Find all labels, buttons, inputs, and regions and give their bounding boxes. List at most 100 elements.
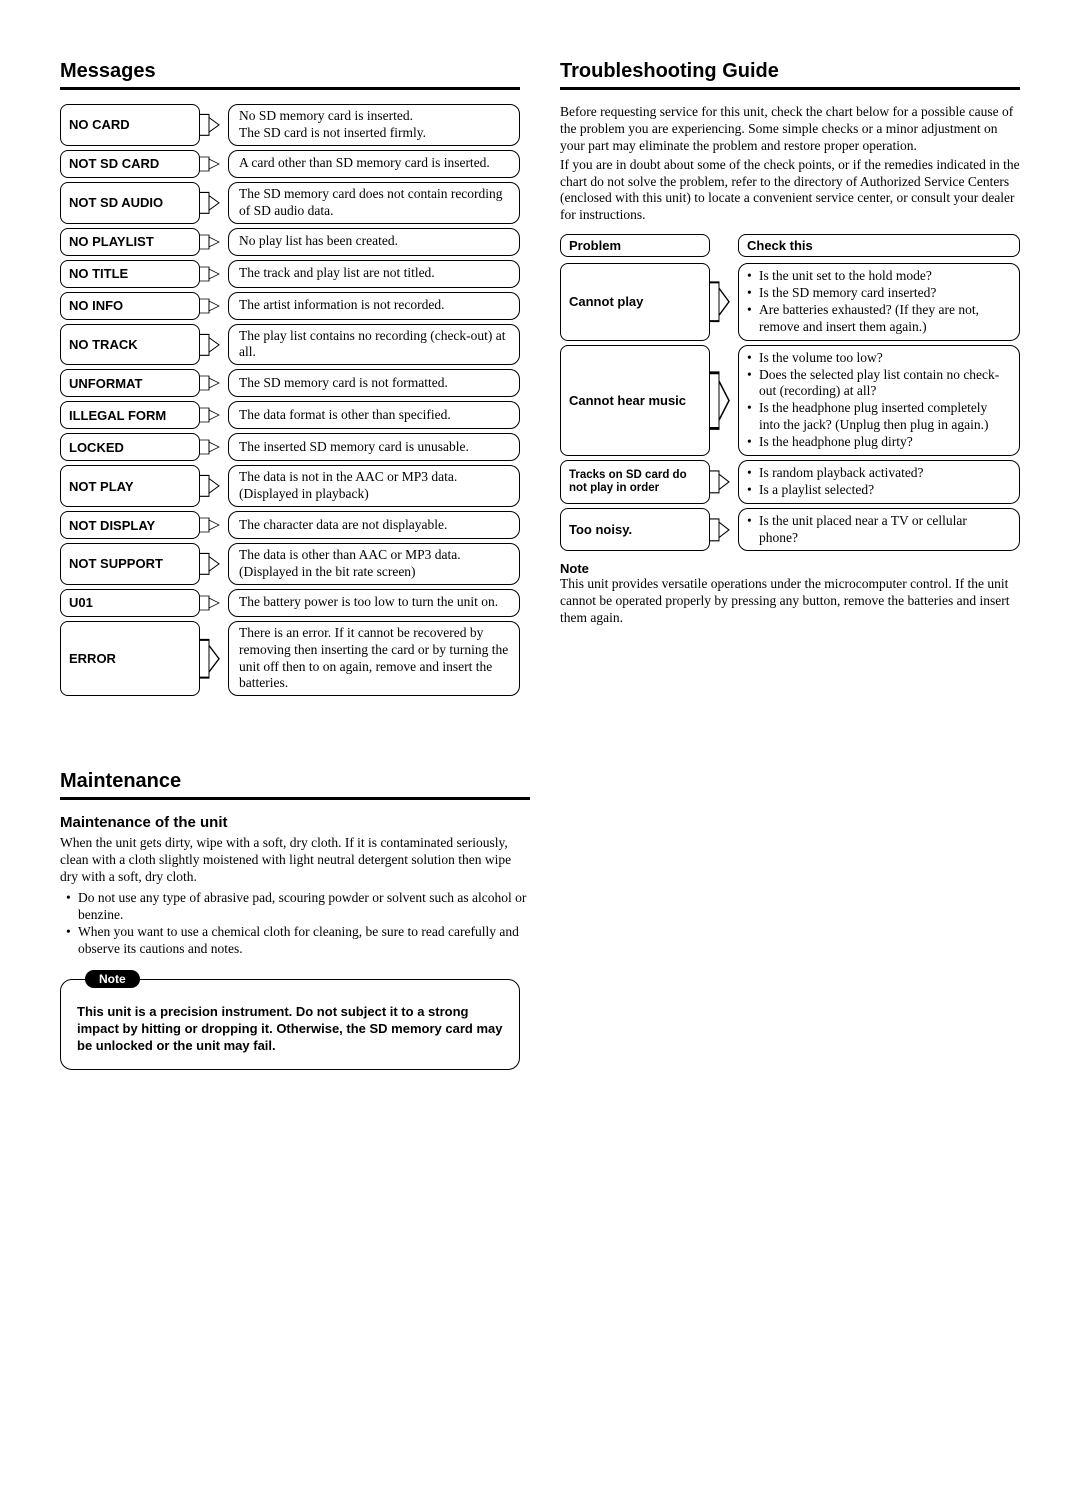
connector-icon bbox=[200, 369, 228, 397]
check-item: Is the unit set to the hold mode? bbox=[747, 268, 1009, 285]
connector-icon bbox=[710, 460, 738, 504]
troubleshooting-row: Cannot play Is the unit set to the hold … bbox=[560, 263, 1020, 341]
message-desc: The SD memory card does not contain reco… bbox=[228, 182, 520, 224]
maintenance-title: Maintenance bbox=[60, 770, 530, 793]
message-desc: The data is other than AAC or MP3 data. … bbox=[228, 543, 520, 585]
header-check: Check this bbox=[738, 234, 1020, 257]
check-item: Is random playback activated? bbox=[747, 465, 1009, 482]
message-row: NOT SUPPORT The data is other than AAC o… bbox=[60, 543, 520, 585]
troubleshooting-intro-2: If you are in doubt about some of the ch… bbox=[560, 157, 1020, 225]
troubleshooting-row: Cannot hear music Is the volume too low?… bbox=[560, 345, 1020, 456]
message-label: NO TITLE bbox=[60, 260, 200, 288]
connector-icon bbox=[200, 589, 228, 617]
check-item: Is the headphone plug inserted completel… bbox=[747, 400, 1009, 434]
troubleshooting-title: Troubleshooting Guide bbox=[560, 60, 1020, 83]
connector-icon bbox=[710, 345, 738, 456]
connector-icon bbox=[200, 511, 228, 539]
message-row: LOCKED The inserted SD memory card is un… bbox=[60, 433, 520, 461]
troubleshooting-row: Too noisy. Is the unit placed near a TV … bbox=[560, 508, 1020, 552]
connector-icon bbox=[200, 401, 228, 429]
problem-label: Cannot hear music bbox=[560, 345, 710, 456]
troubleshooting-list: Cannot play Is the unit set to the hold … bbox=[560, 263, 1020, 551]
check-item: Is the volume too low? bbox=[747, 350, 1009, 367]
troubleshooting-note-head: Note bbox=[560, 561, 1020, 576]
connector-icon bbox=[200, 465, 228, 507]
message-label: ILLEGAL FORM bbox=[60, 401, 200, 429]
check-item: Are batteries exhausted? (If they are no… bbox=[747, 302, 1009, 336]
message-row: NO CARD No SD memory card is inserted.Th… bbox=[60, 104, 520, 146]
problem-label: Tracks on SD card do not play in order bbox=[560, 460, 710, 504]
connector-icon bbox=[200, 543, 228, 585]
message-label: NOT SUPPORT bbox=[60, 543, 200, 585]
message-row: NOT DISPLAY The character data are not d… bbox=[60, 511, 520, 539]
maintenance-bullet: When you want to use a chemical cloth fo… bbox=[66, 924, 530, 958]
connector-icon bbox=[710, 263, 738, 341]
message-label: U01 bbox=[60, 589, 200, 617]
note-box-text: This unit is a precision instrument. Do … bbox=[77, 1004, 503, 1055]
connector-icon bbox=[200, 182, 228, 224]
message-desc: The inserted SD memory card is unusable. bbox=[228, 433, 520, 461]
message-desc: The artist information is not recorded. bbox=[228, 292, 520, 320]
maintenance-bullet: Do not use any type of abrasive pad, sco… bbox=[66, 890, 530, 924]
message-desc: The character data are not displayable. bbox=[228, 511, 520, 539]
message-desc: The data is not in the AAC or MP3 data. … bbox=[228, 465, 520, 507]
problem-label: Cannot play bbox=[560, 263, 710, 341]
message-desc: There is an error. If it cannot be recov… bbox=[228, 621, 520, 697]
message-desc: No play list has been created. bbox=[228, 228, 520, 256]
message-desc: The play list contains no recording (che… bbox=[228, 324, 520, 366]
connector-icon bbox=[200, 621, 228, 697]
check-item: Is the SD memory card inserted? bbox=[747, 285, 1009, 302]
message-row: ILLEGAL FORM The data format is other th… bbox=[60, 401, 520, 429]
message-label: NOT DISPLAY bbox=[60, 511, 200, 539]
message-row: NO TITLE The track and play list are not… bbox=[60, 260, 520, 288]
maintenance-para: When the unit gets dirty, wipe with a so… bbox=[60, 835, 530, 886]
connector-icon bbox=[200, 104, 228, 146]
maintenance-note-box: Note This unit is a precision instrument… bbox=[60, 979, 520, 1070]
troubleshooting-note-text: This unit provides versatile operations … bbox=[560, 576, 1020, 627]
header-problem: Problem bbox=[560, 234, 710, 257]
troubleshooting-column: Troubleshooting Guide Before requesting … bbox=[560, 60, 1020, 627]
connector-icon bbox=[200, 150, 228, 178]
check-item: Is a playlist selected? bbox=[747, 482, 1009, 499]
message-row: UNFORMAT The SD memory card is not forma… bbox=[60, 369, 520, 397]
check-list: Is the volume too low?Does the selected … bbox=[738, 345, 1020, 456]
message-desc: No SD memory card is inserted.The SD car… bbox=[228, 104, 520, 146]
connector-icon bbox=[200, 324, 228, 366]
message-row: NOT SD CARD A card other than SD memory … bbox=[60, 150, 520, 178]
message-desc: The data format is other than specified. bbox=[228, 401, 520, 429]
note-tab: Note bbox=[85, 970, 140, 988]
message-desc: The track and play list are not titled. bbox=[228, 260, 520, 288]
messages-column: Messages NO CARD No SD memory card is in… bbox=[60, 60, 520, 700]
troubleshooting-row: Tracks on SD card do not play in order I… bbox=[560, 460, 1020, 504]
message-row: U01 The battery power is too low to turn… bbox=[60, 589, 520, 617]
message-label: NOT PLAY bbox=[60, 465, 200, 507]
message-row: NO PLAYLIST No play list has been create… bbox=[60, 228, 520, 256]
troubleshooting-header: Problem Check this bbox=[560, 234, 1020, 257]
connector-icon bbox=[710, 508, 738, 552]
message-label: NO TRACK bbox=[60, 324, 200, 366]
message-desc: The battery power is too low to turn the… bbox=[228, 589, 520, 617]
connector-icon bbox=[200, 433, 228, 461]
message-row: NOT SD AUDIO The SD memory card does not… bbox=[60, 182, 520, 224]
maintenance-bullets: Do not use any type of abrasive pad, sco… bbox=[60, 890, 530, 958]
maintenance-section: Maintenance Maintenance of the unit When… bbox=[60, 770, 530, 1070]
check-list: Is random playback activated?Is a playli… bbox=[738, 460, 1020, 504]
message-label: NO PLAYLIST bbox=[60, 228, 200, 256]
maintenance-rule bbox=[60, 797, 530, 800]
message-row: NOT PLAY The data is not in the AAC or M… bbox=[60, 465, 520, 507]
check-item: Is the unit placed near a TV or cellular… bbox=[747, 513, 1009, 547]
message-label: NO INFO bbox=[60, 292, 200, 320]
check-item: Is the headphone plug dirty? bbox=[747, 434, 1009, 451]
check-list: Is the unit placed near a TV or cellular… bbox=[738, 508, 1020, 552]
connector-icon bbox=[200, 228, 228, 256]
message-row: ERROR There is an error. If it cannot be… bbox=[60, 621, 520, 697]
message-label: NOT SD AUDIO bbox=[60, 182, 200, 224]
message-label: UNFORMAT bbox=[60, 369, 200, 397]
messages-title: Messages bbox=[60, 60, 520, 83]
messages-rule bbox=[60, 87, 520, 90]
message-label: ERROR bbox=[60, 621, 200, 697]
message-label: NOT SD CARD bbox=[60, 150, 200, 178]
check-item: Does the selected play list contain no c… bbox=[747, 367, 1009, 401]
troubleshooting-rule bbox=[560, 87, 1020, 90]
top-columns: Messages NO CARD No SD memory card is in… bbox=[60, 60, 1020, 700]
